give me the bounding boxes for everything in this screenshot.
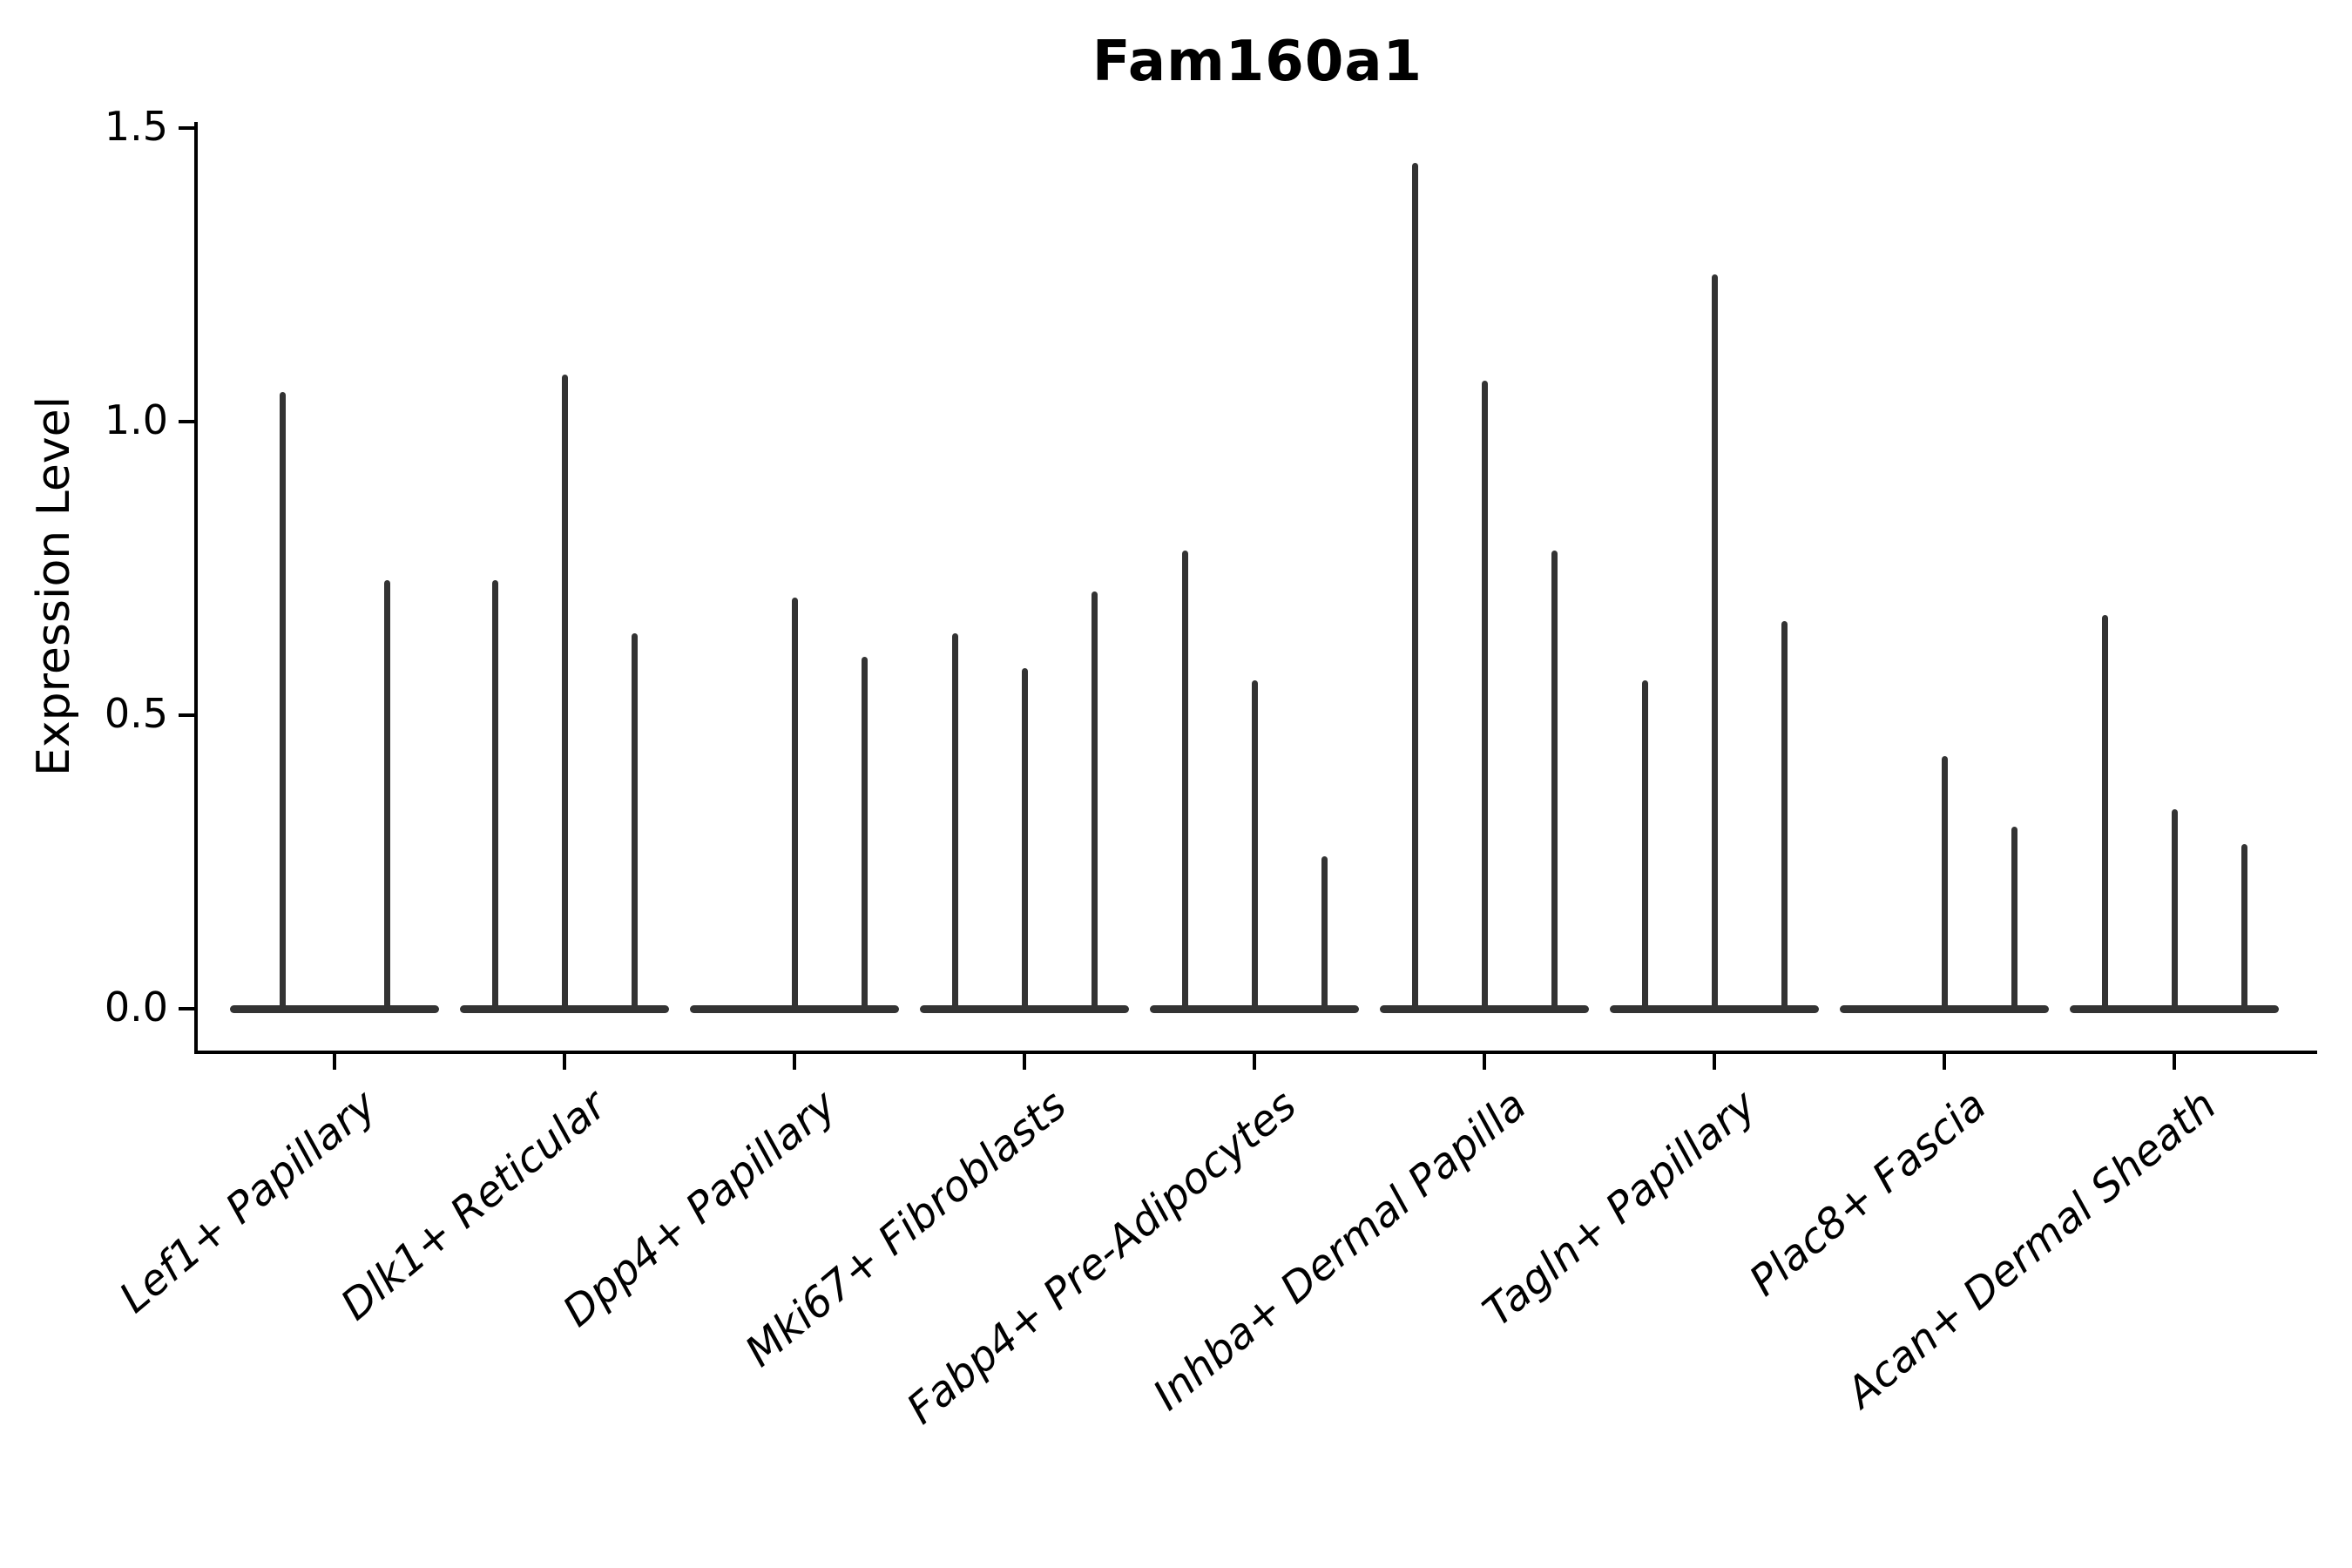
violin-baseline [1610,1005,1819,1013]
x-tick-mark [1483,1051,1486,1070]
x-tick-mark [1253,1051,1256,1070]
violin-spike [2240,844,2247,1009]
violin-spike [2101,615,2108,1009]
y-tick-label: 1.0 [104,396,168,443]
x-tick-mark [1713,1051,1716,1070]
chart-title: Fam160a1 [1092,30,1423,94]
violin-spike [1941,756,1948,1009]
violin-baseline [1840,1005,2049,1013]
x-category-label: Plac8+ Fascia [1740,1080,1996,1306]
x-category-label: Inhba+ Dermal Papilla [1144,1080,1536,1421]
violin-spike [1641,680,1648,1009]
violin-baseline [1380,1005,1589,1013]
violin-baseline [1150,1005,1359,1013]
y-tick-mark [179,420,194,423]
violin-spike [491,580,498,1009]
x-tick-mark [333,1051,336,1070]
violin-spike [383,580,390,1009]
y-tick-mark [179,713,194,717]
violin-spike [1091,591,1098,1009]
violin-spike [631,633,638,1009]
violin-spike [1251,680,1258,1009]
violin-spike [1551,551,1558,1009]
violin-baseline [230,1005,439,1013]
y-tick-mark [179,1007,194,1010]
y-tick-mark [179,126,194,130]
violin-spike [1181,551,1188,1009]
violin-spike [279,392,286,1009]
x-category-label: Acan+ Dermal Sheath [1837,1080,2226,1418]
violin-spike [1481,381,1488,1009]
violin-spike [1021,668,1028,1009]
x-tick-mark [2173,1051,2176,1070]
violin-spike [951,633,958,1009]
violin-spike [2171,809,2178,1009]
x-tick-mark [563,1051,566,1070]
violin-spike [861,657,868,1009]
violin-spike [2011,827,2017,1009]
violin-spike [791,598,798,1009]
violin-baseline [2070,1005,2279,1013]
violin-spike [1781,621,1788,1009]
x-tick-mark [1023,1051,1026,1070]
violin-baseline [460,1005,669,1013]
y-tick-label: 0.5 [104,690,168,737]
x-tick-mark [793,1051,796,1070]
violin-baseline [920,1005,1129,1013]
y-tick-label: 1.5 [104,103,168,150]
violin-spike [1411,163,1418,1009]
plot-area: 0.0 0.5 1.0 1.5 Lef1+ Papillary Dlk1+ Reticul… [105,106,2317,1434]
x-category-label: Fabp4+ Pre-Adipocytes [897,1080,1306,1434]
x-tick-mark [1943,1051,1946,1070]
violin-baseline [690,1005,899,1013]
violin-spike [1711,274,1718,1009]
violin-spike [561,375,568,1009]
violin-spike [1321,856,1328,1009]
y-tick-label: 0.0 [104,983,168,1031]
